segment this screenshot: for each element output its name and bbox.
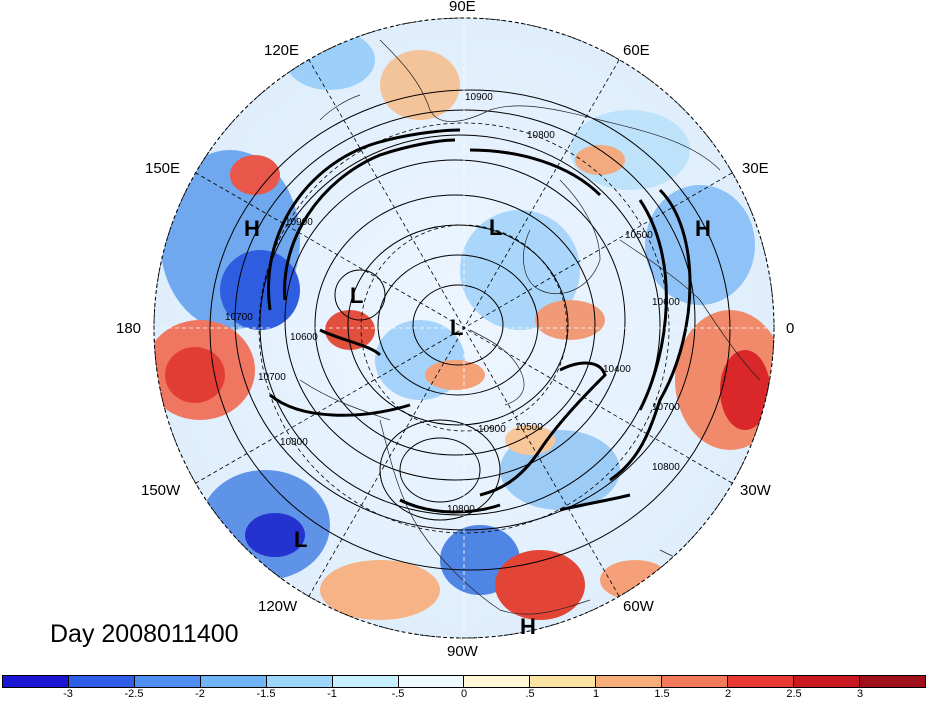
colorbar-segment xyxy=(794,676,860,687)
colorbar-segment xyxy=(200,676,267,687)
colorbar-tick-label: -.5 xyxy=(391,688,405,700)
colorbar-tick-label: -2.5 xyxy=(124,688,144,700)
contour-label: 10800 xyxy=(527,130,555,141)
colorbar-segment xyxy=(530,676,597,687)
low-pressure-label: L xyxy=(294,527,308,552)
colorbar-segment xyxy=(859,676,925,687)
colorbar-tick-label: 2 xyxy=(724,688,732,700)
lon-label-60e: 60E xyxy=(623,42,650,59)
contour-label: 10900 xyxy=(285,217,313,228)
lon-label-30e: 30E xyxy=(742,160,769,177)
lon-label-150w: 150W xyxy=(141,482,181,499)
colorbar-segment xyxy=(3,676,69,687)
colorbar-tick-label: 1 xyxy=(592,688,600,700)
contour-label: 10700 xyxy=(225,312,253,323)
lon-label-120w: 120W xyxy=(258,598,298,615)
lon-label-120e: 120E xyxy=(264,42,300,59)
colorbar-tick-label: -3 xyxy=(63,688,73,700)
contour-label: 10800 xyxy=(280,437,308,448)
colorbar-segment xyxy=(134,676,201,687)
colorbar-segment xyxy=(662,676,729,687)
contour-label: 10800 xyxy=(652,462,680,473)
low-pressure-label: L xyxy=(450,315,464,340)
contour-label: 10700 xyxy=(258,372,286,383)
colorbar-segment xyxy=(266,676,333,687)
contour-label: 10700 xyxy=(652,402,680,413)
contour-label: 10600 xyxy=(652,297,680,308)
colorbar-segment xyxy=(728,676,795,687)
lon-label-90w: 90W xyxy=(447,643,478,660)
contour-label: 10500 xyxy=(515,422,543,433)
lon-label-150e: 150E xyxy=(145,160,181,177)
contour-label: 10900 xyxy=(465,92,493,103)
contour-label: 10900 xyxy=(478,424,506,435)
contour-label: 10600 xyxy=(290,332,318,343)
colorbar-tick-label: 1.5 xyxy=(654,688,670,700)
high-pressure-label: H xyxy=(695,216,711,241)
colorbar-segment xyxy=(464,676,531,687)
day-title: Day 2008011400 xyxy=(50,620,239,648)
colorbar-tick-label: 2.5 xyxy=(786,688,802,700)
colorbar xyxy=(2,675,926,688)
colorbar-tick-label: .5 xyxy=(525,688,535,700)
lon-label-90e: 90E xyxy=(449,0,476,15)
colorbar-tick-label: 0 xyxy=(460,688,468,700)
colorbar-segment xyxy=(332,676,399,687)
low-pressure-label: L xyxy=(489,215,503,240)
lon-label-180: 180 xyxy=(116,320,142,337)
contour-label: 10400 xyxy=(603,364,631,375)
height-contours xyxy=(209,89,731,571)
colorbar-tick-label: -1 xyxy=(327,688,337,700)
colorbar-segment xyxy=(398,676,465,687)
low-pressure-label: L xyxy=(350,283,364,308)
colorbar-segment xyxy=(596,676,663,687)
contour-label: 10500 xyxy=(625,230,653,241)
high-pressure-label: H xyxy=(520,614,536,639)
lon-label-0: 0 xyxy=(786,320,795,337)
high-pressure-label: H xyxy=(244,216,260,241)
contour-label: 10800 xyxy=(447,504,475,515)
colorbar-segment xyxy=(68,676,135,687)
colorbar-tick-label: -1.5 xyxy=(256,688,276,700)
contour-labels: 10900 10800 10500 10600 10700 10800 1090… xyxy=(225,92,680,515)
lon-label-30w: 30W xyxy=(740,482,771,499)
anomaly-field xyxy=(154,18,774,638)
lon-label-60w: 60W xyxy=(623,598,654,615)
colorbar-tick-label: -2 xyxy=(195,688,205,700)
colorbar-tick-label: 3 xyxy=(856,688,864,700)
